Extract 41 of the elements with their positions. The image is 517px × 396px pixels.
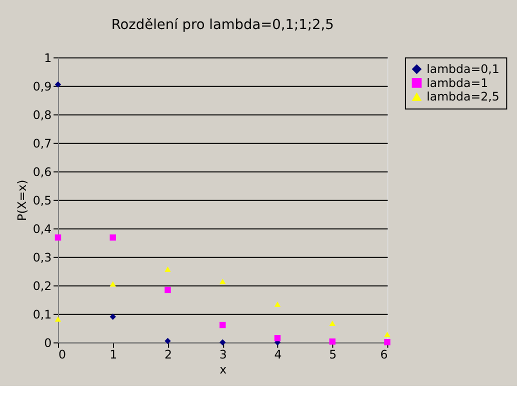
point [384, 339, 390, 346]
point [329, 338, 336, 345]
x-tick-label: 5 [329, 348, 337, 362]
x-axis-title: x [220, 362, 227, 376]
point [220, 339, 226, 346]
x-tick-label: 6 [380, 348, 388, 362]
point [164, 286, 171, 294]
point [110, 314, 116, 320]
x-tick-label: 3 [219, 348, 227, 362]
point [54, 234, 62, 241]
y-tick-label: 0,7 [32, 136, 52, 150]
point [220, 278, 226, 284]
point [220, 322, 226, 328]
point [110, 281, 116, 287]
y-tick-label: 1 [44, 50, 52, 65]
legend-label: lambda=0,1 [426, 62, 500, 76]
point [54, 316, 62, 322]
y-axis-title: P(X=x) [14, 180, 29, 221]
y-tick-label: 0,2 [32, 278, 52, 293]
y-tick-label: 0,5 [32, 193, 52, 208]
point [384, 332, 390, 338]
y-tick-label: 0,6 [32, 164, 52, 179]
x-tick-label: 2 [164, 348, 172, 362]
chart-title: Rozdělení pro lambda=0,1;1;2,5 [111, 16, 334, 33]
point [110, 234, 116, 241]
x-tick-label: 0 [58, 348, 66, 362]
x-tick-label: 4 [274, 348, 282, 362]
point [164, 338, 171, 344]
y-tick-label: 0 [44, 336, 52, 350]
point [329, 320, 336, 326]
y-tick-label: 0,4 [32, 222, 52, 236]
y-tick-label: 0,8 [32, 108, 52, 122]
y-tick-label: 0,3 [32, 250, 52, 264]
x-tick-label: 1 [110, 348, 118, 362]
y-tick-label: 0,9 [32, 79, 52, 94]
legend-label: lambda=2,5 [426, 90, 500, 104]
point [274, 302, 281, 307]
y-tick-label: 0,1 [32, 307, 52, 322]
point [274, 335, 281, 342]
point [164, 266, 171, 272]
legend-label: lambda=1 [426, 76, 488, 90]
